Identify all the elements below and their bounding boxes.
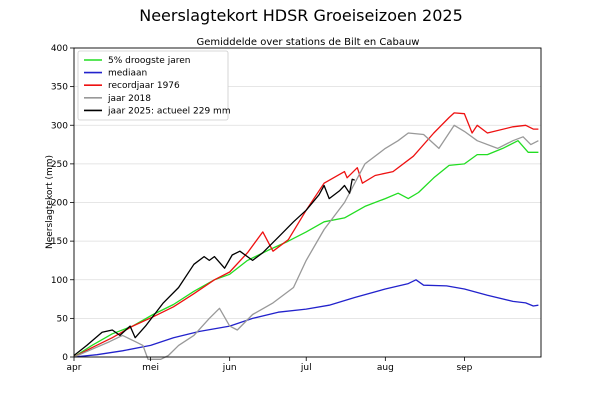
y-axis-ticks: 0 50 100 150 200 250 300 350 400 xyxy=(51,44,74,363)
legend-label: recordjaar 1976 xyxy=(108,81,180,91)
series-line-3 xyxy=(73,112,539,358)
legend-label: jaar 2018 xyxy=(107,94,151,104)
y-tick-label: 200 xyxy=(51,199,68,209)
series-lines xyxy=(73,112,539,360)
chart-subtitle: Gemiddelde over stations de Bilt en Caba… xyxy=(197,37,420,48)
legend-label: jaar 2025: actueel 229 mm xyxy=(107,106,231,116)
x-axis-ticks: apr mei jun jul aug sep xyxy=(67,357,473,373)
series-line-4 xyxy=(73,124,539,360)
series-line-2 xyxy=(73,279,539,358)
y-tick-label: 150 xyxy=(51,237,68,247)
x-tick-label-sep: sep xyxy=(456,363,472,373)
x-tick-label-aug: aug xyxy=(377,363,394,373)
y-tick-label: 400 xyxy=(51,44,68,54)
y-tick-label: 350 xyxy=(51,83,68,93)
y-axis-label: Neerslagtekort (mm) xyxy=(45,155,55,249)
chart-title: Neerslagtekort HDSR Groeiseizoen 2025 xyxy=(139,6,463,25)
legend-box xyxy=(77,50,229,121)
y-tick-label: 0 xyxy=(62,353,68,363)
y-tick-label: 100 xyxy=(51,276,68,286)
series-line-5 xyxy=(73,178,355,357)
x-tick-label-jul: jul xyxy=(300,363,312,373)
x-tick-label-jun: jun xyxy=(222,363,237,373)
y-tick-label: 50 xyxy=(57,314,69,324)
y-tick-label: 300 xyxy=(51,121,68,131)
legend: 5% droogste jaren mediaan recordjaar 1976 j… xyxy=(77,50,231,121)
y-tick-label: 250 xyxy=(51,160,68,170)
legend-label: 5% droogste jaren xyxy=(108,56,190,66)
grid xyxy=(74,86,541,319)
legend-label: mediaan xyxy=(108,69,147,79)
x-tick-label-mei: mei xyxy=(142,363,159,373)
x-tick-label-apr: apr xyxy=(67,363,82,373)
series-line-1 xyxy=(73,140,539,358)
